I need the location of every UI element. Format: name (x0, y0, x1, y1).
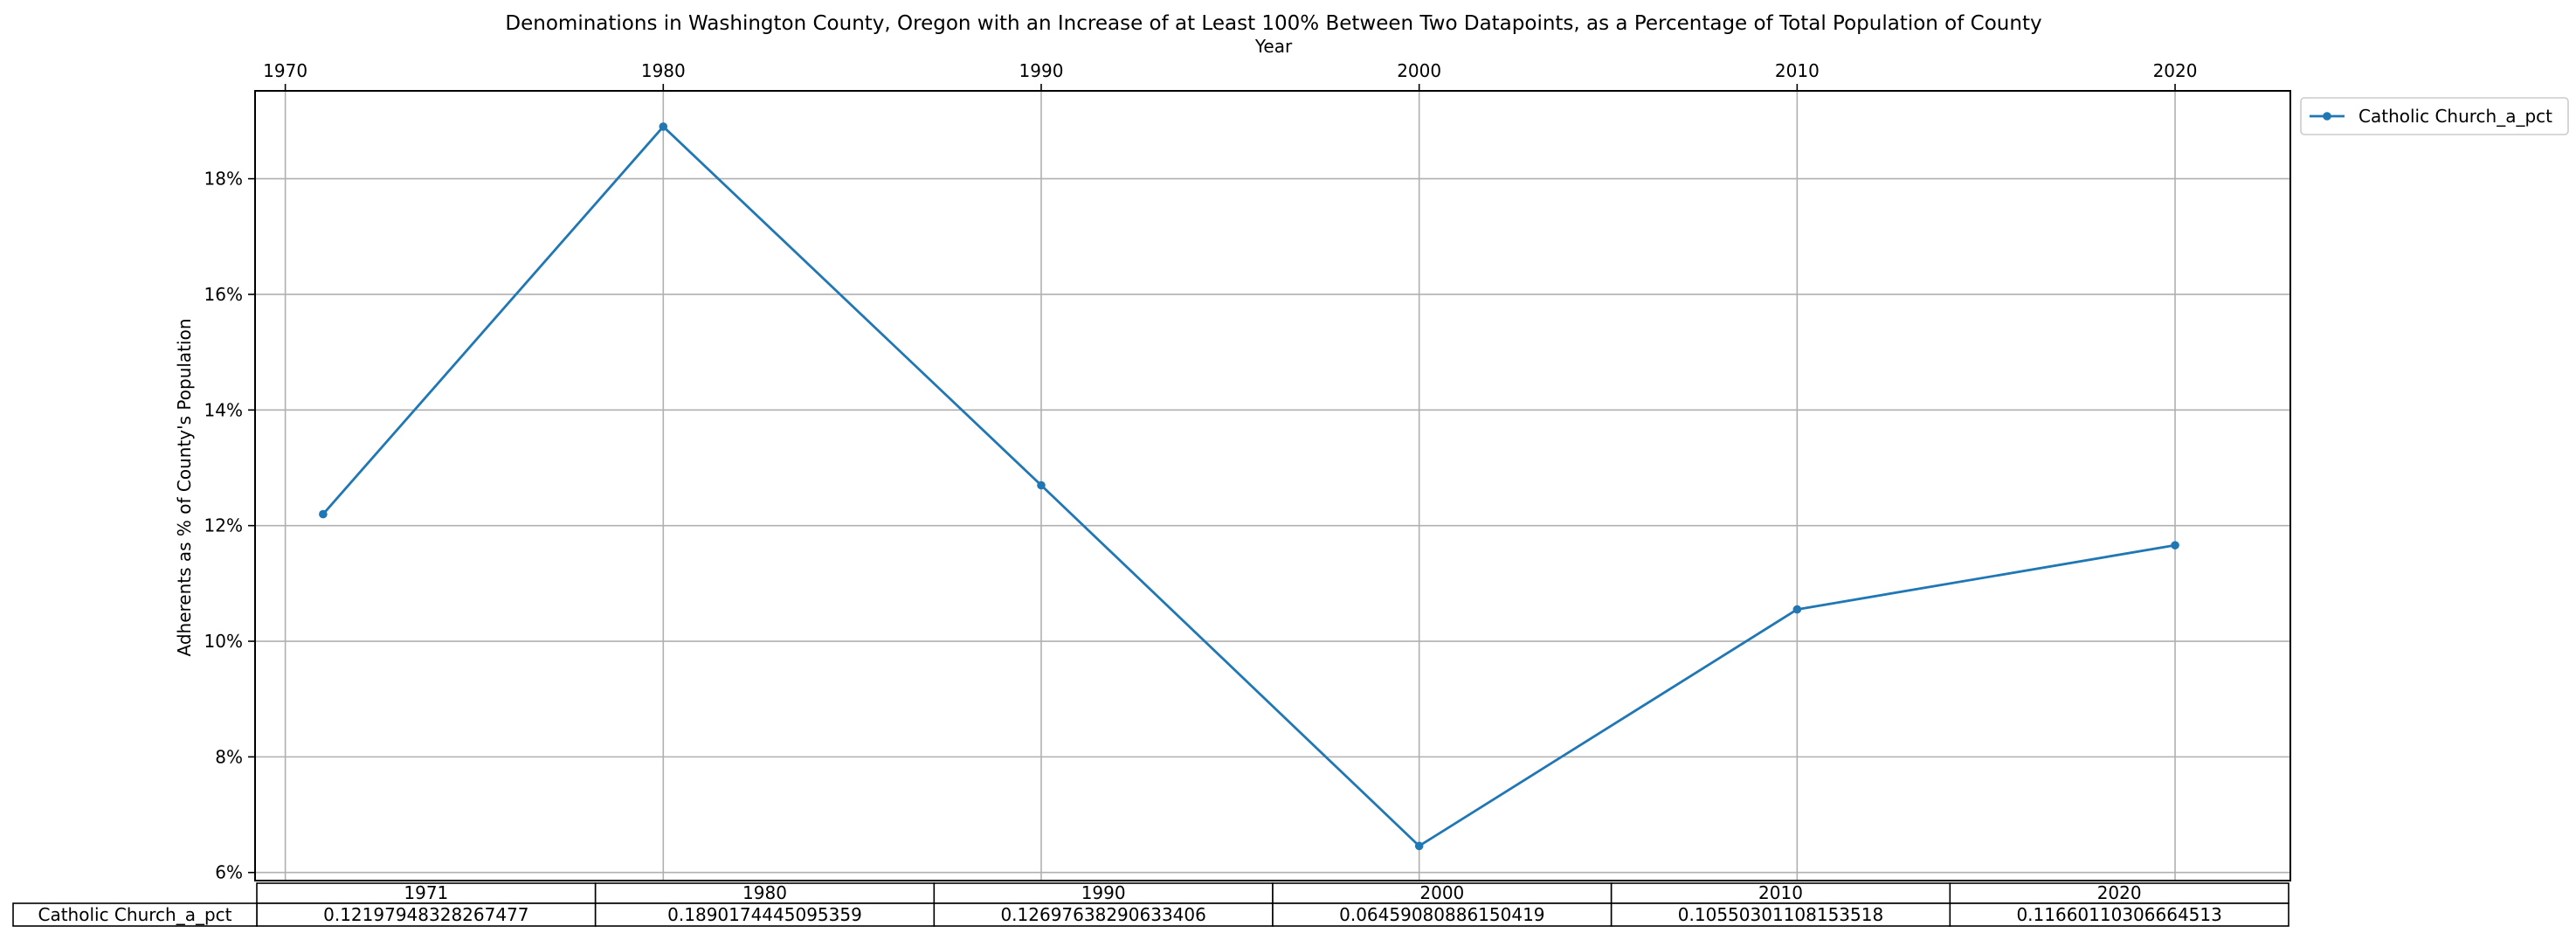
table-value: 0.11660110306664513 (2016, 904, 2221, 925)
table-value: 0.1890174445095359 (667, 904, 862, 925)
x-axis-label: Year (1254, 36, 1293, 57)
y-tick-label: 12% (204, 515, 243, 536)
tick-layer: 1970 1980 1990 2000 2010 2020 6% 8% 10% 12% 14% 16%… (204, 60, 2198, 883)
table-row-label-cell (12, 902, 258, 927)
grid (255, 91, 2290, 881)
x-tick-label: 2020 (2153, 60, 2198, 81)
table-row-label: Catholic Church_a_pct (38, 904, 231, 925)
legend: Catholic Church_a_pct (2300, 97, 2569, 135)
chart-title: Denominations in Washington County, Oreg… (505, 12, 2041, 35)
y-tick-label: 6% (215, 862, 243, 883)
table-header-label: 1971 (404, 882, 448, 903)
table-header-label: 1980 (742, 882, 787, 903)
table-value: 0.12697638290633406 (1000, 904, 1205, 925)
y-tick-label: 10% (204, 631, 243, 652)
x-tick-label: 2010 (1775, 60, 1820, 81)
legend-marker (2323, 112, 2331, 121)
data-point (1037, 480, 1046, 490)
legend-box (2300, 97, 2569, 135)
x-tick-label: 1980 (641, 60, 686, 81)
table-header-label: 2020 (2097, 882, 2142, 903)
table-value-cell (1272, 902, 1613, 927)
series-line (321, 125, 2176, 847)
table-value-cell (1949, 902, 2289, 927)
plot-frame (254, 90, 2291, 881)
table-value: 0.06459080886150419 (1339, 904, 1544, 925)
y-tick-label: 16% (204, 284, 243, 305)
table-value-cell (1610, 902, 1951, 927)
y-axis-label: Adherents as % of County's Population (174, 318, 195, 656)
series-layer (319, 122, 2179, 851)
table-value: 0.12197948328267477 (323, 904, 528, 925)
data-point (319, 509, 328, 519)
y-tick-label: 8% (215, 746, 243, 767)
data-point (1792, 605, 1802, 614)
x-tick-label: 1970 (263, 60, 307, 81)
table-header-label: 2000 (1419, 882, 1464, 903)
y-tick-label: 18% (204, 169, 243, 190)
legend-label: Catholic Church_a_pct (2358, 106, 2552, 127)
table-header-label: 1990 (1081, 882, 1126, 903)
x-tick-label: 1990 (1019, 60, 1064, 81)
table-value: 0.10550301108153518 (1678, 904, 1883, 925)
y-tick-label: 14% (204, 399, 243, 420)
table-header-label: 2010 (1758, 882, 1803, 903)
x-tick-label: 2000 (1397, 60, 1441, 81)
table-value-cell (933, 902, 1274, 927)
data-point (1414, 841, 1424, 851)
table-value-cell (594, 902, 936, 927)
data-point (659, 122, 668, 131)
data-point (2171, 541, 2179, 549)
